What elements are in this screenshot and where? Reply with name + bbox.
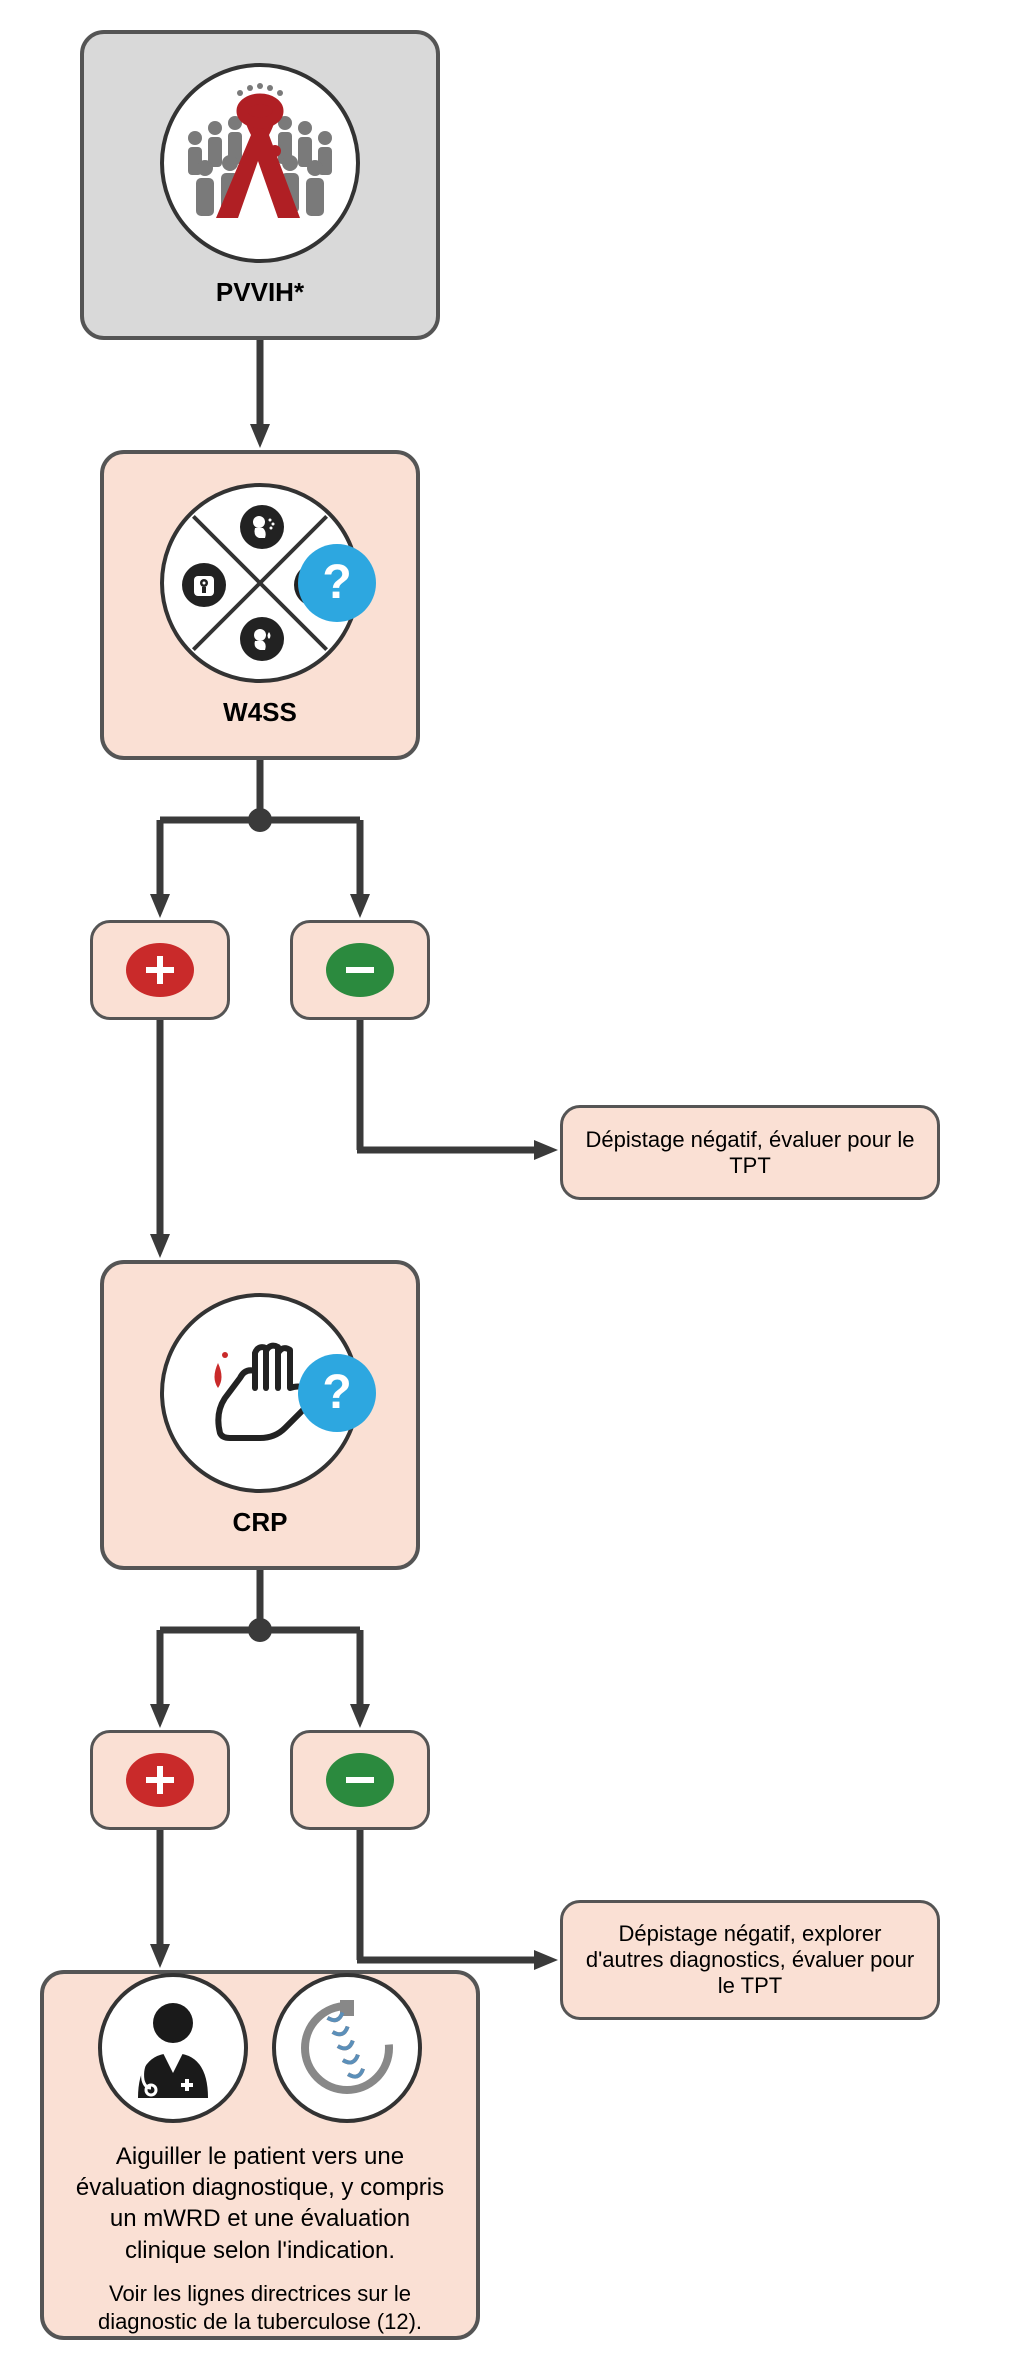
- plus-icon: [126, 1753, 194, 1807]
- connector-pvvih-w4ss: [250, 340, 270, 450]
- node-crp: ? CRP: [100, 1260, 420, 1570]
- final-subtext: Voir les lignes directrices sur le diagn…: [68, 2280, 452, 2337]
- pvvih-icon-circle: [160, 63, 360, 263]
- cough-icon: [240, 505, 284, 549]
- tb-screening-flowchart: PVVIH* ? W4SS: [0, 0, 1024, 2354]
- plus-icon: [126, 943, 194, 997]
- connector-w4ss-plus-crp: [150, 1020, 170, 1260]
- dna-test-icon: [287, 1988, 407, 2108]
- weight-icon: [182, 563, 226, 607]
- crp-label: CRP: [233, 1507, 288, 1538]
- connector-w4ss-minus-outcome1: [350, 1020, 560, 1165]
- hiv-ribbon-crowd-icon: [170, 73, 350, 253]
- question-badge: ?: [298, 1354, 376, 1432]
- minus-icon: [326, 1753, 394, 1807]
- connector-crp-branch: [150, 1570, 370, 1730]
- outcome2-text: Dépistage négatif, explorer d'autres dia…: [583, 1921, 917, 1999]
- dna-test-icon-circle: [272, 1973, 422, 2123]
- node-w4ss-negative: [290, 920, 430, 1020]
- node-crp-positive: [90, 1730, 230, 1830]
- node-w4ss-positive: [90, 920, 230, 1020]
- pvvih-label: PVVIH*: [216, 277, 304, 308]
- connector-crp-plus-final: [150, 1830, 170, 1970]
- question-badge: ?: [298, 544, 376, 622]
- node-pvvih: PVVIH*: [80, 30, 440, 340]
- outcome-tpt-2: Dépistage négatif, explorer d'autres dia…: [560, 1900, 940, 2020]
- connector-crp-minus-outcome2: [350, 1830, 560, 1975]
- node-crp-negative: [290, 1730, 430, 1830]
- crp-icon-circle: ?: [160, 1293, 360, 1493]
- minus-icon: [326, 943, 394, 997]
- connector-w4ss-branch: [150, 760, 370, 920]
- night-sweat-icon: [240, 617, 284, 661]
- node-final-diagnostic: Aiguiller le patient vers une évaluation…: [40, 1970, 480, 2340]
- final-text: Aiguiller le patient vers une évaluation…: [68, 2141, 452, 2266]
- outcome-tpt-1: Dépistage négatif, évaluer pour le TPT: [560, 1105, 940, 1200]
- w4ss-label: W4SS: [223, 697, 297, 728]
- w4ss-icon-circle: ?: [160, 483, 360, 683]
- doctor-icon: [113, 1988, 233, 2108]
- node-w4ss: ? W4SS: [100, 450, 420, 760]
- doctor-icon-circle: [98, 1973, 248, 2123]
- outcome1-text: Dépistage négatif, évaluer pour le TPT: [583, 1127, 917, 1179]
